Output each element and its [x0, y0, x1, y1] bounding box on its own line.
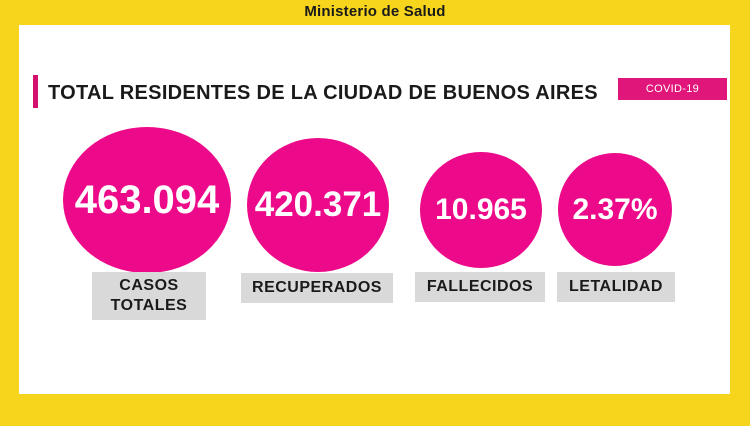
- deaths-label: FALLECIDOS: [415, 272, 545, 302]
- heading-accent-bar: [33, 75, 38, 108]
- lethality-label-text: LETALIDAD: [569, 278, 663, 295]
- lethality-value: 2.37%: [572, 192, 658, 226]
- cases-total-circle: 463.094: [63, 127, 231, 273]
- lethality-label: LETALIDAD: [557, 272, 675, 302]
- recovered-value: 420.371: [254, 185, 382, 224]
- cases-total-label: CASOS TOTALES: [92, 272, 206, 320]
- deaths-circle: 10.965: [420, 152, 542, 268]
- lethality-circle: 2.37%: [558, 153, 672, 266]
- cases-total-value: 463.094: [74, 177, 220, 222]
- stats-panel: TOTAL RESIDENTES DE LA CIUDAD DE BUENOS …: [19, 25, 730, 394]
- covid-badge: COVID-19: [618, 78, 727, 100]
- panel-heading: TOTAL RESIDENTES DE LA CIUDAD DE BUENOS …: [48, 82, 598, 104]
- deaths-value: 10.965: [435, 193, 527, 226]
- ministry-title: Ministerio de Salud: [304, 3, 446, 20]
- recovered-circle: 420.371: [247, 138, 389, 272]
- recovered-label: RECUPERADOS: [241, 273, 393, 303]
- cases-total-label-line1: CASOS: [119, 277, 179, 294]
- deaths-label-text: FALLECIDOS: [426, 278, 534, 295]
- cases-total-label-line2: TOTALES: [110, 297, 188, 314]
- recovered-label-text: RECUPERADOS: [252, 279, 382, 296]
